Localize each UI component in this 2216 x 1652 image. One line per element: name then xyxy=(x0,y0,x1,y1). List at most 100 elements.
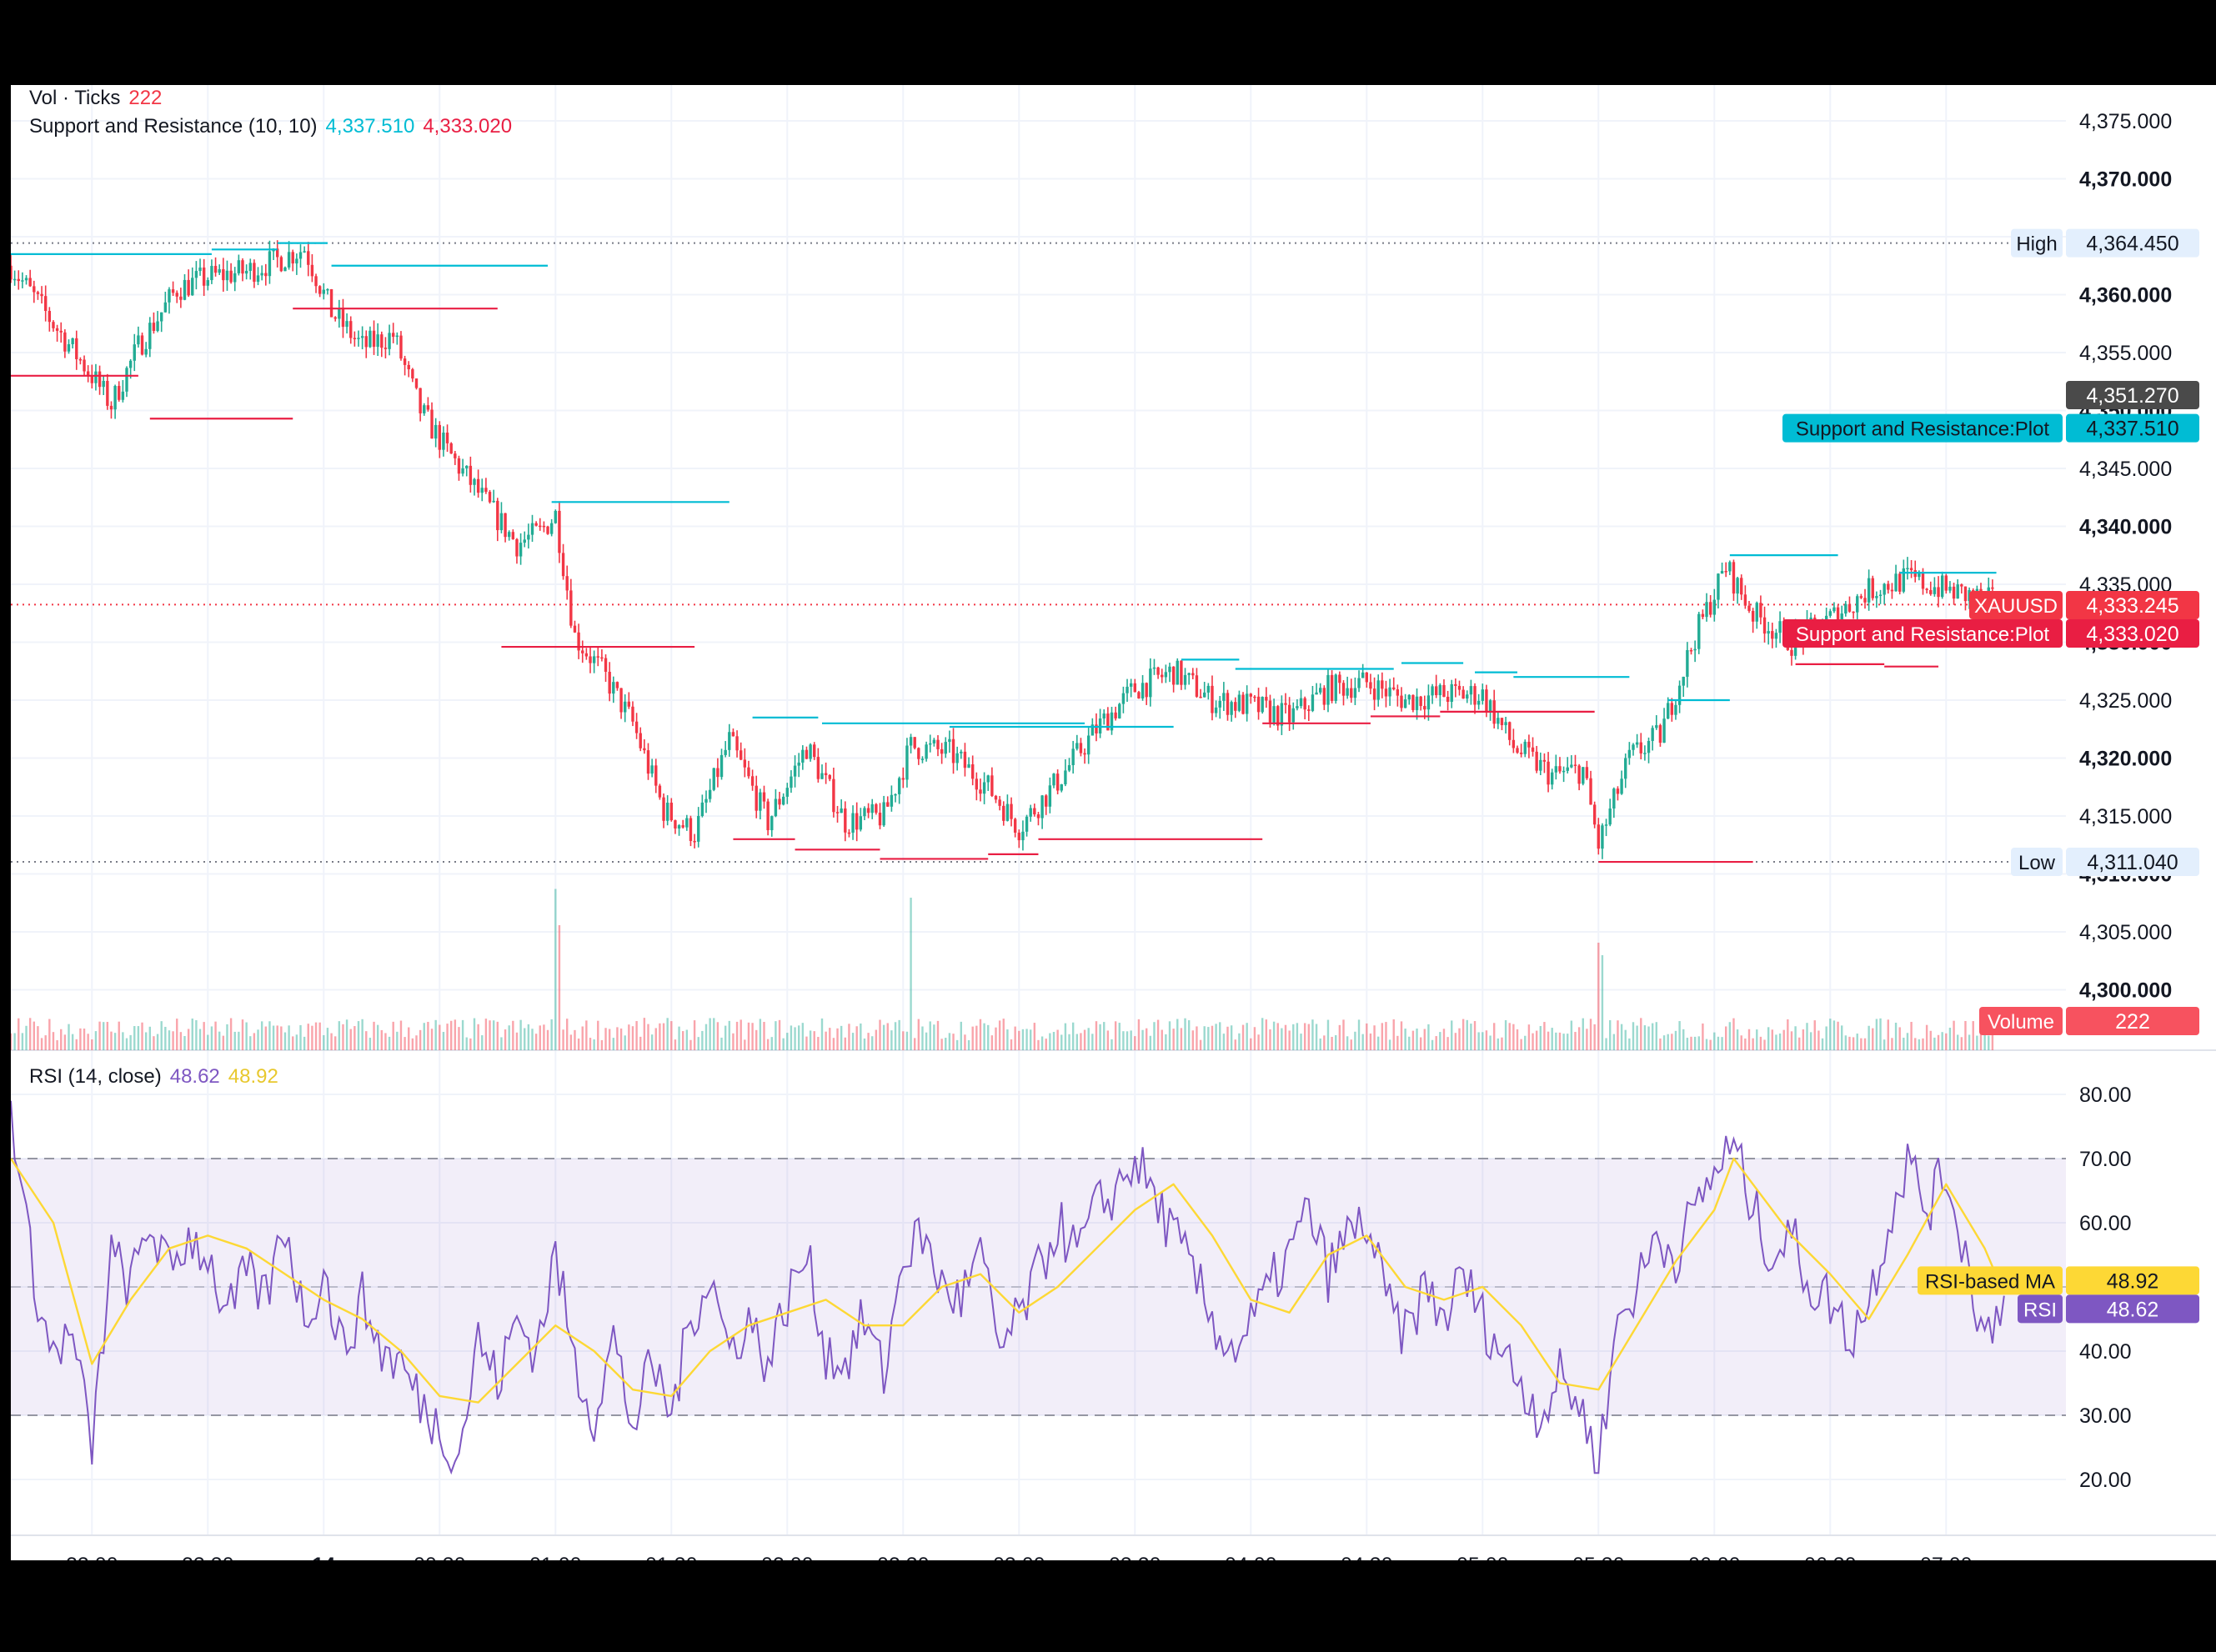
candle-body xyxy=(1025,816,1029,832)
volume-bar xyxy=(1396,1035,1399,1050)
volume-bar xyxy=(1941,1032,1943,1050)
volume-bar xyxy=(1516,1029,1519,1050)
rsi-tick-label: 20.00 xyxy=(2079,1469,2132,1492)
candle-body xyxy=(345,321,348,328)
volume-bar xyxy=(1887,1019,1889,1050)
volume-bar xyxy=(233,1031,236,1050)
candle-body xyxy=(341,308,345,328)
candle-body xyxy=(411,369,414,379)
candle-body xyxy=(1322,688,1326,705)
candle-body xyxy=(875,803,878,813)
volume-bar xyxy=(1744,1038,1747,1050)
volume-legend[interactable]: Vol · Ticks 222 xyxy=(29,87,170,110)
candle-body xyxy=(1361,672,1365,678)
volume-bar xyxy=(1357,1019,1361,1050)
volume-bar xyxy=(825,1031,827,1050)
volume-bar xyxy=(1825,1026,1827,1050)
candle-body xyxy=(40,293,43,297)
candle-body xyxy=(724,749,727,755)
volume-badge-label: Volume xyxy=(1988,1011,2054,1034)
volume-legend-label: Vol · Ticks xyxy=(29,87,121,109)
volume-bar xyxy=(1717,1036,1720,1050)
rsi-legend-ma: 48.92 xyxy=(228,1065,278,1088)
sr-legend[interactable]: Support and Resistance (10, 10) 4,337.510… xyxy=(29,115,520,138)
candle-body xyxy=(276,248,279,258)
volume-bar xyxy=(345,1019,348,1050)
volume-bar xyxy=(829,1028,831,1050)
volume-bar xyxy=(1624,1029,1627,1050)
volume-bar xyxy=(566,1019,569,1050)
volume-bar xyxy=(1261,1018,1264,1050)
candle-body xyxy=(1906,568,1909,569)
volume-bar xyxy=(1111,1039,1113,1050)
volume-bar xyxy=(1470,1024,1472,1050)
volume-bar xyxy=(148,1026,151,1050)
candle-body xyxy=(71,338,74,344)
volume-bar xyxy=(704,1024,708,1050)
candle-body xyxy=(237,260,241,273)
volume-bar xyxy=(1025,1029,1028,1050)
candle-body xyxy=(747,767,750,777)
rsi-legend[interactable]: RSI (14, close) 48.62 48.92 xyxy=(29,1065,287,1089)
volume-bar xyxy=(990,1035,994,1050)
volume-bar xyxy=(1508,1023,1511,1050)
candle-body xyxy=(569,590,573,626)
volume-bar xyxy=(1655,1022,1657,1050)
volume-bar xyxy=(798,1025,800,1050)
volume-bar xyxy=(496,1021,499,1050)
volume-bar xyxy=(87,1034,89,1050)
candle-body xyxy=(1512,739,1516,748)
volume-bar xyxy=(1988,1035,1990,1050)
volume-bar xyxy=(1821,1038,1824,1050)
candle-body xyxy=(1106,713,1110,731)
chart-canvas[interactable]: 4,375.0004,370.0004,365.0004,360.0004,35… xyxy=(11,85,2216,1560)
candle-body xyxy=(975,778,979,790)
volume-bar xyxy=(759,1019,762,1050)
candle-body xyxy=(1712,599,1716,615)
volume-bar xyxy=(79,1028,82,1050)
volume-bar xyxy=(469,1038,472,1050)
candle-body xyxy=(1547,761,1550,785)
candle-body xyxy=(21,280,24,282)
candle-body xyxy=(549,523,554,534)
candle-body xyxy=(1461,689,1465,699)
volume-bar xyxy=(1651,1023,1654,1050)
candle-body xyxy=(318,286,322,294)
candle-body xyxy=(1481,689,1484,701)
candle-body xyxy=(442,433,445,450)
candle-body xyxy=(48,311,52,323)
candle-body xyxy=(1597,824,1600,849)
volume-bar xyxy=(1577,1027,1581,1050)
support-badge: Support and Resistance:Plot 4,333.020 xyxy=(1782,619,2199,648)
volume-badge-value-bg xyxy=(2066,1007,2199,1035)
candle-body xyxy=(1577,765,1581,784)
time-tick-label: 05:00 xyxy=(1456,1554,1509,1560)
candle-body xyxy=(1778,621,1782,633)
volume-bar xyxy=(1504,1019,1507,1050)
candle-body xyxy=(955,753,959,763)
volume-bar xyxy=(952,1034,955,1050)
candle-body xyxy=(476,478,480,493)
volume-bar xyxy=(1165,1034,1167,1050)
volume-bar xyxy=(1311,1019,1314,1050)
candle-body xyxy=(1319,688,1322,693)
volume-bar xyxy=(1106,1030,1110,1050)
candle-body xyxy=(1566,767,1569,771)
volume-bar xyxy=(546,1029,549,1050)
volume-bar xyxy=(1702,1023,1704,1050)
time-tick-label: 04:30 xyxy=(1341,1554,1393,1560)
candle-body xyxy=(1272,706,1276,723)
volume-bar xyxy=(1906,1033,1909,1050)
volume-bar xyxy=(1713,1032,1716,1050)
volume-bar xyxy=(1787,1019,1789,1050)
candle-body xyxy=(508,532,511,538)
candle-body xyxy=(1446,696,1450,703)
volume-bar xyxy=(1064,1023,1067,1050)
high-badge-value-bg xyxy=(2066,228,2199,258)
candle-body xyxy=(1002,805,1005,821)
candle-body xyxy=(546,526,549,534)
volume-bar xyxy=(280,1026,283,1050)
candle-body xyxy=(1075,743,1079,749)
candle-body xyxy=(364,336,368,348)
volume-bar xyxy=(1527,1024,1531,1050)
